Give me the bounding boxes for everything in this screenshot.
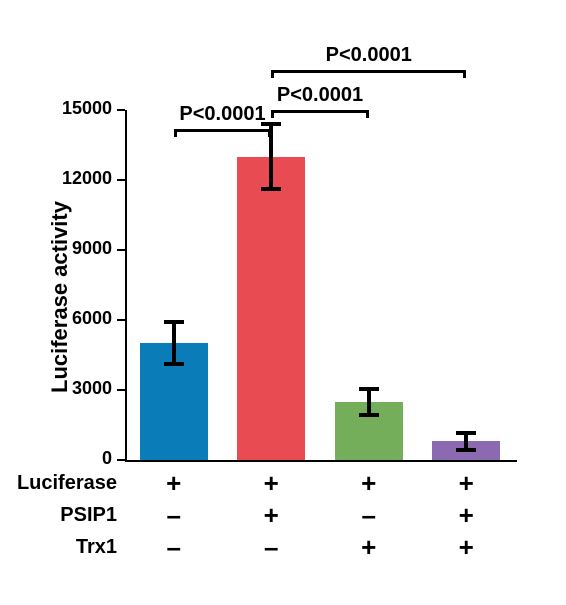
condition-row-label: Luciferase (0, 472, 117, 495)
y-tick-mark (117, 249, 125, 251)
y-tick-mark (117, 109, 125, 111)
condition-cell: – (154, 500, 194, 531)
sig-1-2-bracket (174, 129, 272, 132)
error-cap (456, 431, 476, 435)
y-tick-label: 0 (47, 448, 112, 469)
condition-cell: + (154, 468, 194, 499)
error-cap (164, 362, 184, 366)
condition-cell: + (349, 468, 389, 499)
error-cap (261, 187, 281, 191)
y-tick-mark (117, 319, 125, 321)
sig-2-3-bracket-drop (366, 110, 369, 118)
condition-cell: + (446, 532, 486, 563)
y-tick-mark (117, 459, 125, 461)
condition-cell: – (154, 532, 194, 563)
condition-cell: + (251, 468, 291, 499)
y-axis-title: Luciferase activity (47, 173, 73, 393)
error-cap (359, 387, 379, 391)
sig-2-3-bracket-drop (271, 110, 274, 118)
condition-cell: + (446, 500, 486, 531)
condition-cell: + (349, 532, 389, 563)
condition-cell: + (446, 468, 486, 499)
error-bar (172, 322, 176, 364)
sig-2-4-bracket-drop (463, 70, 466, 78)
condition-cell: – (349, 500, 389, 531)
sig-2-4-bracket-drop (271, 70, 274, 78)
error-cap (359, 413, 379, 417)
sig-2-4-bracket (271, 70, 466, 73)
sig-1-2-bracket-drop (268, 129, 271, 137)
sig-2-4-label: P<0.0001 (309, 44, 429, 67)
condition-cell: + (251, 500, 291, 531)
condition-cell: – (251, 532, 291, 563)
sig-2-3-bracket (271, 110, 369, 113)
y-tick-label: 15000 (47, 98, 112, 119)
error-cap (456, 448, 476, 452)
condition-row-label: Trx1 (0, 536, 117, 559)
y-tick-mark (117, 179, 125, 181)
sig-2-3-label: P<0.0001 (260, 84, 380, 107)
condition-row-label: PSIP1 (0, 504, 117, 527)
error-cap (164, 320, 184, 324)
error-bar (367, 389, 371, 415)
bar-2 (237, 157, 305, 460)
y-tick-mark (117, 389, 125, 391)
sig-1-2-bracket-drop (174, 129, 177, 137)
